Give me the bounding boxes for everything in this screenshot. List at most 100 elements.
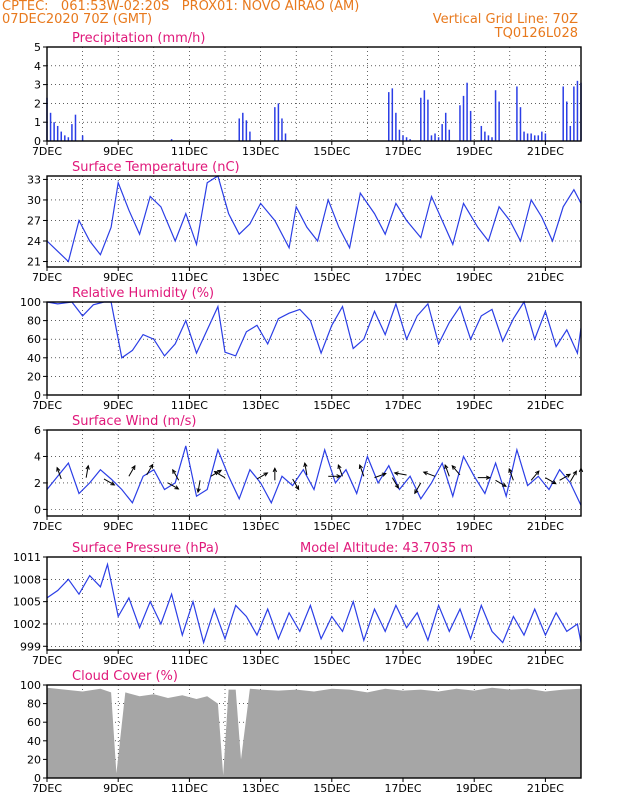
precip-bar [430,135,433,141]
header-vertical-grid: Vertical Grid Line: 70Z [432,12,578,27]
panel-frame [46,175,582,268]
pressure-subtitle: Model Altitude: 43.7035 m [300,541,473,556]
wind-series-line [46,445,582,506]
precip-bar [441,124,443,141]
cloud-cover-area [47,687,581,778]
precip-bar [242,112,244,141]
precip-bar [434,133,436,141]
wind-arrow-shaft [337,464,343,477]
precip-bar [530,133,532,141]
x-tick-label: 17DEC [384,654,421,667]
precip-bar [398,129,401,141]
x-tick-label: 21DEC [527,145,564,158]
y-tick-label: 6 [34,424,41,437]
wind-arrow [508,467,514,481]
x-tick-label: 13DEC [242,520,279,533]
x-tick-label: 7DEC [32,145,62,158]
wind-arrow-shaft [146,464,154,476]
wind-arrow-shaft [423,471,436,477]
precip-bar [245,120,248,141]
y-tick-label: 0 [34,772,41,785]
y-tick-label: 4 [34,60,41,73]
panel-frame [46,429,582,517]
wind-arrow-head [56,466,61,472]
wind-arrow [172,468,180,481]
wind-arrow [292,478,300,491]
panel-pressure: 999 1002 1005 1008 1011 7DEC 9DEC 11DEC 13DEC 15D… [13,541,582,667]
wind-arrow [167,482,180,490]
wind-arrow-shaft [530,470,540,481]
wind-arrow-shaft [394,472,407,476]
wind-arrow [495,479,507,487]
precip-bar [491,137,493,141]
panel-temp: 21 24 27 30 33 7DEC 9DEC 11DEC 13DEC 15DEC 17DEC 19… [27,160,582,284]
wind-arrow [213,471,226,479]
precip-bar [67,137,70,141]
y-tick-label: 20 [27,753,41,766]
wind-arrow [444,463,450,477]
wind-arrow [103,478,116,486]
y-tick-label: 30 [27,194,41,207]
cloud-title: Cloud Cover (%) [72,669,178,684]
precip-bar [281,118,283,141]
panel-cloud: 0 20 40 60 80 100 7DEC 9DEC 11DEC 13DEC 15DEC 17DEC… [20,669,582,795]
x-tick-label: 19DEC [456,654,493,667]
wind-arrow-head [414,489,419,495]
panel-wind: 0 2 4 6 7DEC 9DEC 11DEC 13DEC 15DEC 17DEC 19DEC 21D… [32,414,584,533]
x-tick-label: 19DEC [456,782,493,795]
wind-arrow [451,464,461,476]
precip-bar [49,112,52,141]
precip-bar [56,125,59,141]
precip-bar [487,135,490,141]
precip-bar [391,88,394,141]
rh-title: Relative Humidity (%) [72,286,214,301]
wind-arrow-head [149,463,154,469]
wind-arrow-shaft [374,473,386,479]
precip-bar [516,86,518,141]
wind-arrow-shaft [559,473,571,481]
wind-arrow [414,482,422,495]
x-tick-label: 7DEC [32,654,62,667]
precip-bar [53,122,55,141]
wind-arrow [374,472,387,479]
wind-arrow-head [295,485,300,491]
wind-arrow-shaft [103,478,115,486]
y-tick-label: 5 [34,41,41,54]
x-tick-label: 9DEC [103,399,133,412]
wind-arrow-shaft [56,467,62,480]
x-tick-label: 7DEC [32,782,62,795]
wind-arrow-shaft [214,471,226,479]
wind-arrow-head [572,470,577,476]
precip-bar [170,139,173,141]
y-tick-label: 2 [34,477,41,490]
precip-bar [427,99,429,141]
wind-arrow-head [336,474,342,479]
wind-arrow-head [566,473,572,478]
pressure-title: Surface Pressure (hPa) [72,541,219,556]
y-tick-label: 0 [34,503,41,516]
wind-arrow-head [444,463,449,470]
y-tick-label: 4 [34,450,41,463]
wind-arrow-shaft [414,482,422,494]
precip-bar [526,133,529,141]
precip-bar [566,101,568,141]
wind-arrow-head [174,485,180,490]
precip-bar [74,114,77,141]
wind-arrow-shaft [85,465,89,478]
x-tick-label: 15DEC [313,399,350,412]
x-tick-label: 13DEC [242,782,279,795]
wind-arrow-head [501,482,507,487]
y-tick-label: 60 [27,716,41,729]
x-tick-label: 15DEC [313,271,350,284]
precip-bar [395,112,397,141]
wind-arrow [569,470,577,482]
precip-bar [60,131,62,141]
x-tick-label: 15DEC [313,782,350,795]
precip-bar [494,90,497,141]
precip-bar [519,107,522,141]
precip-bar [523,131,525,141]
wind-arrow-head [508,467,513,474]
precip-bar [81,135,84,141]
wind-arrow [256,472,269,480]
x-tick-label: 21DEC [527,399,564,412]
